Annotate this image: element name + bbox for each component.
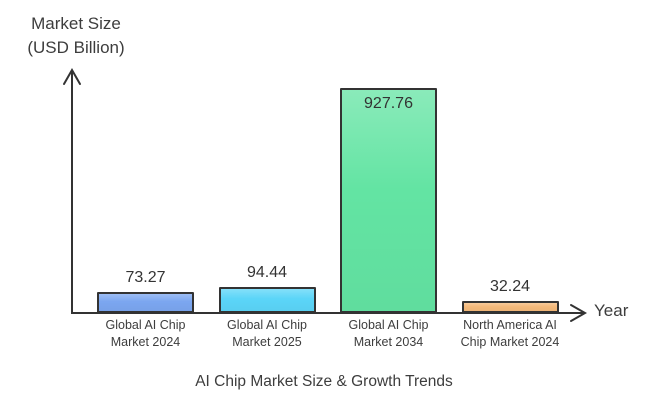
category-label-line: Global AI Chip	[105, 318, 186, 332]
y-axis-arrow-icon	[63, 67, 81, 85]
category-label-line: Market 2024	[110, 335, 181, 349]
value-label-global-ai-chip-market-2025: 94.44	[246, 264, 288, 281]
bar-global-ai-chip-market-2024	[97, 292, 194, 313]
category-label-line: Global AI Chip	[227, 318, 307, 332]
x-axis-arrow-icon	[570, 304, 588, 322]
category-label-line: Market 2034	[353, 335, 424, 349]
category-label-north-america-ai-chip-market-2024: North America AI Chip Market 2024	[445, 317, 575, 351]
y-axis-title-line1: Market Size	[31, 14, 121, 33]
category-label-global-ai-chip-market-2024: Global AI Chip Market 2024	[81, 317, 211, 351]
value-label-global-ai-chip-market-2024: 73.27	[125, 269, 166, 286]
bar-north-america-ai-chip-market-2024	[461, 301, 559, 313]
chart-title: AI Chip Market Size & Growth Trends	[195, 373, 453, 390]
bar-global-ai-chip-market-2034	[340, 88, 437, 313]
y-axis-title: Market Size (USD Billion)	[6, 12, 146, 60]
category-label-global-ai-chip-market-2025: Global AI Chip Market 2025	[202, 317, 332, 351]
value-label-north-america-ai-chip-market-2024: 32.24	[489, 278, 531, 295]
category-label-line: Market 2025	[232, 335, 302, 349]
category-label-global-ai-chip-market-2034: Global AI Chip Market 2034	[324, 317, 454, 351]
x-axis-title: Year	[594, 301, 629, 320]
category-label-line: North America AI	[463, 318, 557, 332]
y-axis-title-line2: (USD Billion)	[27, 38, 125, 57]
category-label-line: Chip Market 2024	[460, 335, 560, 349]
bar-global-ai-chip-market-2025	[218, 287, 316, 313]
value-label-global-ai-chip-market-2034: 927.76	[364, 95, 413, 112]
category-label-line: Global AI Chip	[348, 318, 429, 332]
